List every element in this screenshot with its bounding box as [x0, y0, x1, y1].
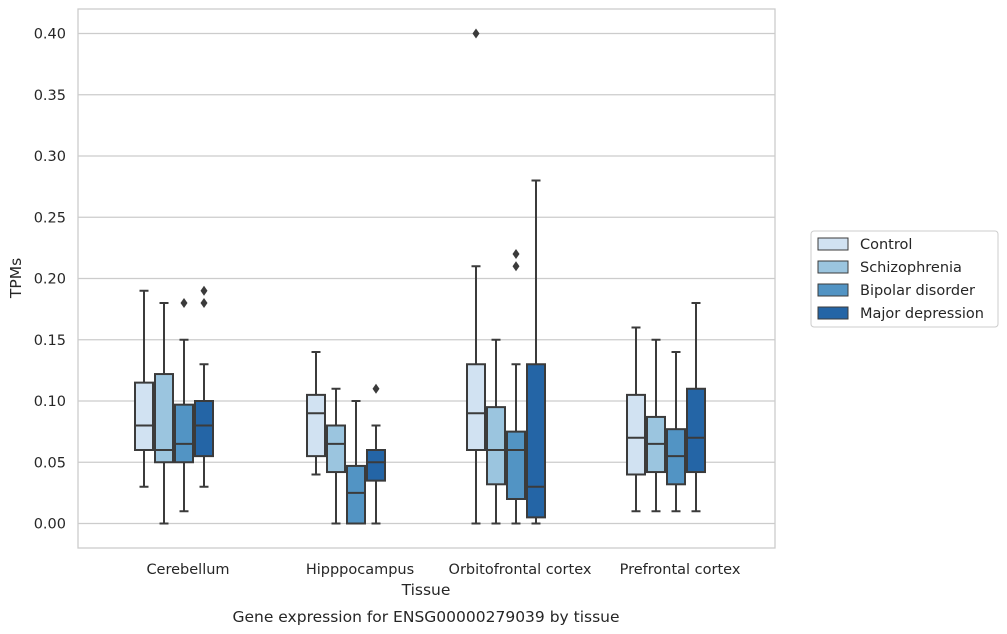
x-tick-label: Hipppocampus	[306, 562, 414, 578]
box-iqr	[526, 363, 546, 519]
y-tick-label: 0.05	[34, 455, 66, 471]
box-schizophrenia	[154, 302, 174, 525]
box-iqr	[174, 403, 194, 464]
outlier-point	[372, 383, 380, 394]
box-control	[626, 326, 646, 513]
box-major-depression	[526, 179, 546, 525]
box-iqr	[326, 424, 346, 474]
plot-area	[77, 8, 776, 549]
outlier-point	[200, 285, 208, 296]
y-tick-label: 0.20	[34, 272, 66, 288]
y-axis-label: TPMs	[7, 258, 25, 299]
x-tick-label: Orbitofrontal cortex	[449, 562, 592, 578]
box-control	[134, 289, 154, 488]
outlier-point	[200, 298, 208, 308]
legend-label: Schizophrenia	[860, 260, 962, 276]
legend-label: Control	[860, 237, 912, 253]
outlier-point	[180, 298, 188, 308]
box-iqr	[466, 363, 486, 451]
box-iqr	[194, 400, 214, 458]
outlier-point	[472, 28, 480, 39]
box-major-depression	[194, 285, 214, 488]
box-iqr	[134, 381, 154, 451]
legend-label: Major depression	[860, 306, 984, 322]
box-iqr	[506, 430, 526, 500]
box-iqr	[626, 393, 646, 476]
box-bipolar-disorder	[666, 351, 686, 513]
box-iqr	[486, 406, 506, 486]
x-axis-label: Tissue	[401, 581, 451, 599]
box-control	[466, 28, 486, 525]
x-tick-label: Prefrontal cortex	[620, 562, 741, 578]
y-tick-label: 0.15	[34, 333, 66, 349]
box-schizophrenia	[486, 338, 506, 525]
y-tick-label: 0.00	[34, 517, 66, 533]
legend-label: Bipolar disorder	[860, 283, 975, 299]
box-iqr	[306, 393, 326, 458]
x-axis-ticks: Cerebellum Hipppocampus Orbitofrontal cort…	[146, 562, 740, 578]
box-bipolar-disorder	[346, 400, 366, 525]
box-major-depression	[366, 383, 386, 525]
box-schizophrenia	[646, 338, 666, 513]
y-tick-label: 0.40	[34, 27, 66, 43]
legend: Control Schizophrenia Bipolar disorder Majo…	[810, 230, 999, 328]
box-major-depression	[686, 302, 706, 513]
legend-swatch	[817, 237, 849, 251]
y-tick-label: 0.30	[34, 149, 66, 165]
box-bipolar-disorder	[174, 298, 194, 513]
box-bipolar-disorder	[506, 249, 526, 525]
y-axis-ticks: 0.00 0.05 0.10 0.15 0.20 0.25 0.30 0.35 0.40	[34, 27, 66, 533]
outlier-point	[512, 249, 520, 259]
x-tick-label: Cerebellum	[146, 562, 229, 578]
chart-caption: Gene expression for ENSG00000279039 by t…	[232, 608, 619, 626]
legend-frame	[810, 230, 999, 328]
box-iqr	[366, 449, 386, 482]
y-tick-label: 0.35	[34, 88, 66, 104]
box-iqr	[154, 373, 174, 464]
legend-swatch	[817, 306, 849, 320]
y-tick-label: 0.10	[34, 394, 66, 410]
legend-swatch	[817, 260, 849, 274]
boxes	[134, 28, 706, 525]
box-schizophrenia	[326, 387, 346, 525]
legend-swatch	[817, 283, 849, 297]
outlier-point	[512, 261, 520, 272]
box-iqr	[686, 387, 706, 474]
box-iqr	[346, 464, 366, 525]
box-control	[306, 351, 326, 476]
y-tick-label: 0.25	[34, 210, 66, 226]
